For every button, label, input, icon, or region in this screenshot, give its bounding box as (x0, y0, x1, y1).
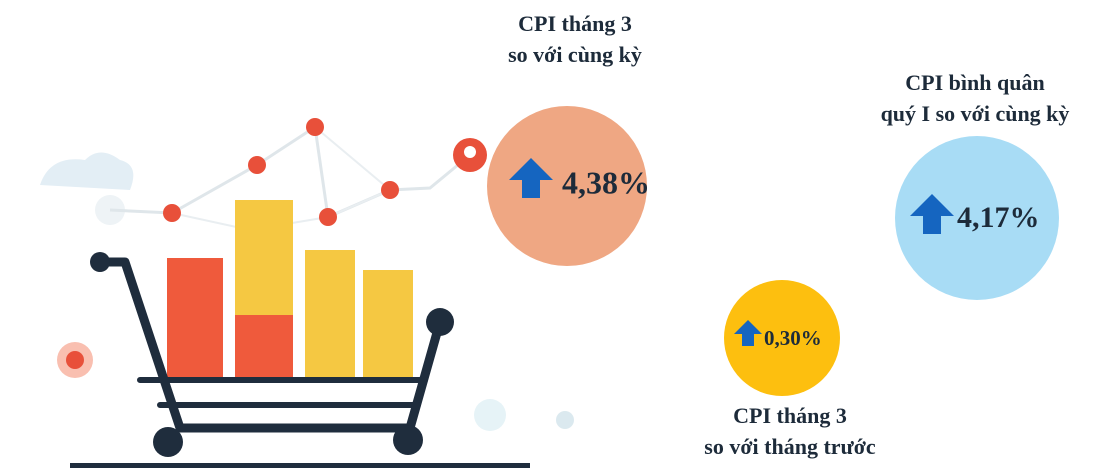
decor-circle (556, 411, 574, 429)
dot (306, 118, 324, 136)
dot (248, 156, 266, 174)
dot (163, 204, 181, 222)
bar-decor (235, 200, 293, 315)
pin-hole (464, 146, 476, 158)
label: CPI tháng 3 (518, 11, 632, 36)
label: CPI bình quân (905, 70, 1044, 95)
page: CPI {"items": [ {"label": ["CPI tháng 3"… (0, 0, 1096, 470)
wheel (393, 425, 423, 455)
cart-handle (90, 252, 110, 272)
label: so với tháng trước (704, 434, 876, 459)
cloud (40, 153, 133, 191)
bar-decor (363, 270, 413, 380)
dot (319, 208, 337, 226)
dot (381, 181, 399, 199)
cart-knob (426, 308, 454, 336)
value: 4,17% (957, 201, 1040, 234)
value: 0,30% (764, 326, 822, 350)
body: CPI tháng 3 so với cùng kỳ 4,38% CPI bìn… (0, 0, 1096, 470)
ground (70, 463, 530, 468)
label: quý I so với cùng kỳ (881, 101, 1070, 126)
decor-circle (474, 399, 506, 431)
infographic: CPI tháng 3 so với cùng kỳ 4,38% CPI bìn… (0, 0, 1096, 470)
decor-circle (66, 351, 84, 369)
cart-rails (140, 380, 425, 405)
wheel (153, 427, 183, 457)
bar-decor (235, 315, 293, 380)
label: so với cùng kỳ (508, 42, 642, 67)
bar-decor (167, 258, 223, 380)
label: CPI tháng 3 (733, 403, 847, 428)
bar-decor (305, 250, 355, 380)
value: 4,38% (562, 164, 650, 200)
